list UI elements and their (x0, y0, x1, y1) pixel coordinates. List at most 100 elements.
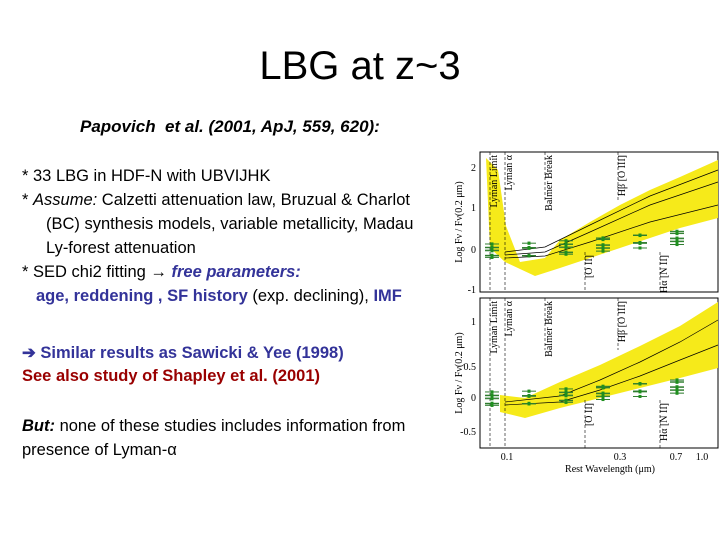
feature-label: Lyman α (504, 154, 515, 190)
text: presence of Lyman-α (22, 441, 177, 459)
point (564, 242, 568, 246)
point (564, 390, 568, 394)
photometry-points (485, 229, 684, 407)
feature-label: Balmer Break (544, 155, 555, 211)
point (564, 239, 568, 243)
bullet-line: ➔ Similar results as Sawicki & Yee (1998… (22, 343, 344, 363)
x-tick-label: 0.7 (670, 452, 683, 463)
point (601, 244, 605, 248)
feature-label: Balmer Break (544, 301, 555, 357)
feature-label: Hα [N II] (659, 403, 670, 441)
x-axis-label: Rest Wavelength (μm) (565, 464, 655, 475)
point (675, 385, 679, 389)
text: (exp. declining), (247, 287, 374, 305)
point (527, 401, 531, 405)
point (564, 398, 568, 402)
y-tick-label: -0.5 (460, 427, 476, 438)
emphasis: Assume: (33, 191, 98, 209)
point (527, 393, 531, 397)
emphasis: free parameters: (171, 263, 301, 281)
x-tick-label: 1.0 (696, 452, 709, 463)
feature-label: [O II] (584, 403, 595, 426)
bullet-line: See also study of Shapley et al. (2001) (22, 367, 320, 386)
point (490, 246, 494, 250)
text: none of these studies includes informati… (54, 417, 406, 435)
bullet-line: Ly-forest attenuation (46, 239, 196, 258)
y-axis-label: Log Fν / Fν(0.2 μm) (454, 181, 465, 262)
point (638, 394, 642, 398)
point (527, 241, 531, 245)
point (675, 236, 679, 240)
text: * 33 LBG in HDF-N with UBVIJHK (22, 167, 271, 185)
emphasis: age, reddening , SF history (36, 287, 248, 305)
x-tick-label: 0.3 (614, 452, 627, 463)
point (527, 245, 531, 249)
point (601, 385, 605, 389)
model-curves (504, 169, 719, 406)
point (638, 246, 642, 250)
bullet-line: But: none of these studies includes info… (22, 417, 405, 436)
y-tick-label: 1 (471, 203, 476, 214)
panel-frame (479, 297, 719, 449)
text: See also study of Shapley et al. (2001) (22, 367, 321, 385)
point (564, 394, 568, 398)
point (490, 396, 494, 400)
point (675, 391, 679, 395)
model-range (500, 302, 718, 418)
figure-labels: 2 1 0 -1 Lyman Limit Lyman α Balmer Break [O II… (454, 154, 708, 475)
bullet-line: presence of Lyman-α (22, 441, 177, 460)
feature-label: Hβ [O III] (617, 301, 628, 342)
point (675, 240, 679, 244)
x-tick-label: 0.1 (501, 452, 514, 463)
point (675, 229, 679, 233)
emphasis: But: (22, 417, 55, 435)
point (675, 388, 679, 392)
point (564, 246, 568, 250)
point (601, 394, 605, 398)
point (675, 378, 679, 382)
feature-label: Lyman α (504, 300, 515, 336)
text: Ly-forest attenuation (46, 239, 196, 257)
point (638, 382, 642, 386)
feature-lines (489, 152, 661, 448)
point (675, 232, 679, 236)
point (527, 389, 531, 393)
feature-label: Hβ [O III] (617, 155, 628, 196)
feature-label: [O II] (584, 255, 595, 278)
feature-label: Lyman Limit (489, 155, 500, 208)
y-tick-label: 0 (471, 245, 476, 256)
y-tick-label: 1 (471, 317, 476, 328)
point (601, 246, 605, 250)
point (490, 402, 494, 406)
bullet-line: * SED chi2 fitting → free parameters: (22, 263, 301, 282)
text: * SED chi2 fitting → (22, 263, 172, 281)
point (638, 389, 642, 393)
panel-frame (479, 151, 719, 293)
point (490, 254, 494, 258)
point (601, 249, 605, 253)
text: Calzetti attenuation law, Bruzual & Char… (97, 191, 410, 209)
point (675, 380, 679, 384)
point (564, 400, 568, 404)
point (638, 241, 642, 245)
point (564, 252, 568, 256)
slide-title: LBG at z~3 (259, 44, 461, 88)
point (490, 390, 494, 394)
y-tick-label: 2 (471, 163, 476, 174)
reference: Papovich et al. (2001, ApJ, 559, 620): (80, 117, 380, 136)
point (490, 248, 494, 252)
feature-label: Hα [N II] (659, 255, 670, 293)
bullet-line: * 33 LBG in HDF-N with UBVIJHK (22, 167, 270, 186)
y-tick-label: 0 (471, 393, 476, 404)
bullet-line: * Assume: Calzetti attenuation law, Bruz… (22, 191, 410, 210)
emphasis: IMF (373, 287, 402, 305)
point (564, 387, 568, 391)
feature-label: Lyman Limit (489, 301, 500, 354)
point (601, 237, 605, 241)
point (675, 242, 679, 246)
point (527, 253, 531, 257)
model-range (486, 158, 718, 276)
text: ➔ Similar results as Sawicki & Yee (1998… (22, 344, 344, 362)
y-tick-label: 0.5 (464, 362, 477, 373)
